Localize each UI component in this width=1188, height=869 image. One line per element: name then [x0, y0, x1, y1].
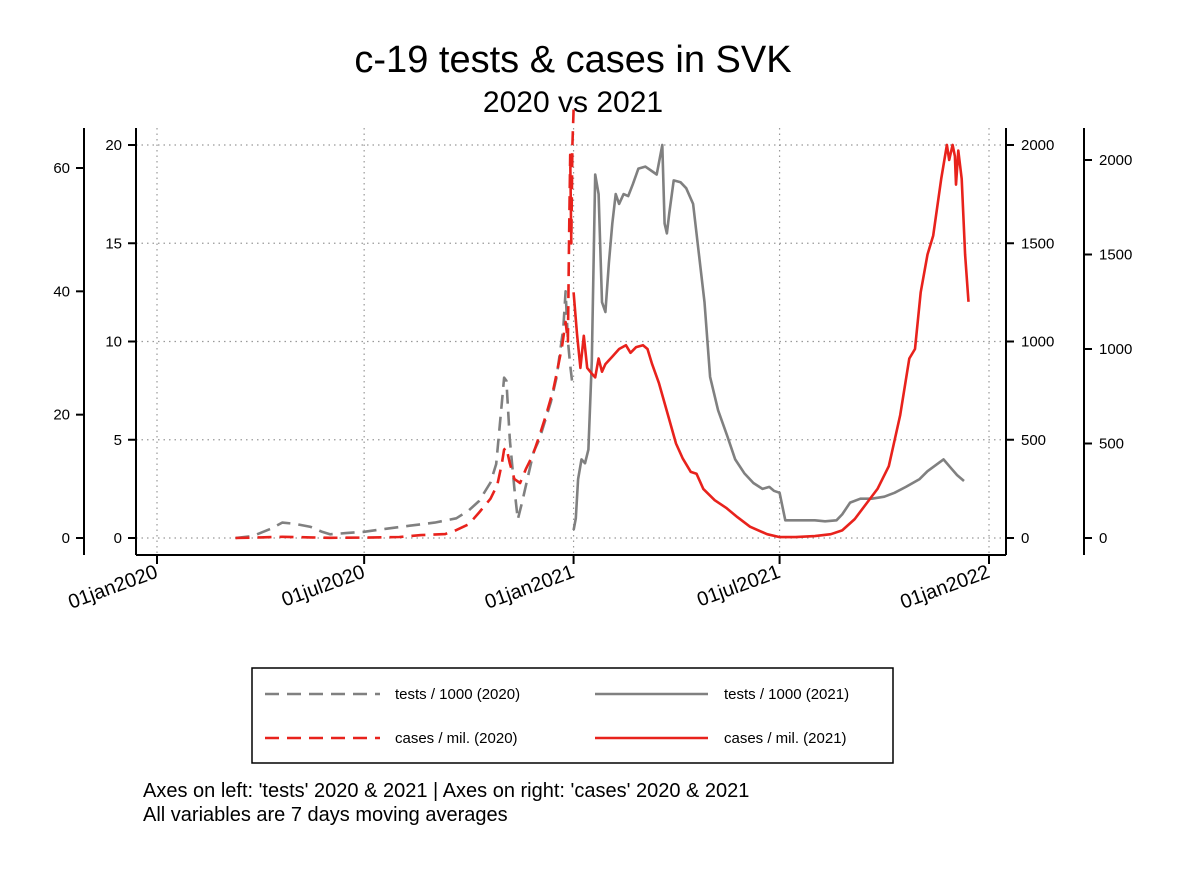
y-tick-label-left-outer-40: 40	[53, 283, 70, 300]
legend-box	[251, 667, 894, 764]
y-tick-label-right-outer-1000: 1000	[1099, 341, 1132, 358]
legend-label-cases-mil-2021: cases / mil. (2021)	[724, 730, 847, 747]
y-tick-label-left-outer-20: 20	[53, 407, 70, 424]
y-tick-label-right-inner-500: 500	[1021, 432, 1046, 449]
axes-layer: 01jan2020 01jul2020 01jan2021 01jul2021 01ja…	[53, 128, 1132, 614]
chart-title: c-19 tests & cases in SVK	[354, 39, 791, 81]
y-tick-label-right-inner-1000: 1000	[1021, 334, 1054, 351]
series-layer	[235, 109, 970, 540]
y-tick-label-left-inner-15: 15	[105, 235, 122, 252]
x-tick-label-01jul2021: 01jul2021	[694, 561, 783, 611]
series-line-tests-1000-2021	[572, 143, 965, 531]
moving-average-note: All variables are 7 days moving averages	[143, 804, 508, 826]
y-tick-label-right-outer-0: 0	[1099, 530, 1107, 547]
series-line-cases-mil-2021	[572, 143, 970, 539]
y-tick-label-left-inner-5: 5	[114, 432, 122, 449]
axes-note: Axes on left: 'tests' 2020 & 2021 | Axes…	[143, 780, 750, 802]
y-tick-label-left-outer-0: 0	[62, 530, 70, 547]
x-tick-label-01jan2022: 01jan2022	[897, 561, 992, 614]
legend: tests / 1000 (2020) tests / 1000 (2021) ca…	[251, 667, 894, 764]
y-tick-label-right-outer-1500: 1500	[1099, 247, 1132, 264]
y-tick-label-right-outer-2000: 2000	[1099, 152, 1132, 169]
y-tick-label-left-inner-20: 20	[105, 137, 122, 154]
x-tick-label-01jan2020: 01jan2020	[65, 561, 160, 614]
series-line-cases-mil-2020	[235, 109, 575, 540]
x-tick-label-01jul2020: 01jul2020	[279, 561, 368, 611]
y-tick-label-left-inner-0: 0	[114, 530, 122, 547]
y-tick-label-right-inner-1500: 1500	[1021, 235, 1054, 252]
legend-label-tests-1000-2020: tests / 1000 (2020)	[395, 686, 520, 703]
y-tick-label-right-inner-0: 0	[1021, 530, 1029, 547]
series-line-tests-1000-2020	[235, 289, 574, 540]
legend-label-cases-mil-2020: cases / mil. (2020)	[395, 730, 518, 747]
y-tick-label-right-inner-2000: 2000	[1021, 137, 1054, 154]
y-tick-label-left-outer-60: 60	[53, 160, 70, 177]
legend-label-tests-1000-2021: tests / 1000 (2021)	[724, 686, 849, 703]
y-tick-label-left-inner-10: 10	[105, 334, 122, 351]
y-tick-label-right-outer-500: 500	[1099, 436, 1124, 453]
x-tick-label-01jan2021: 01jan2021	[482, 561, 577, 614]
